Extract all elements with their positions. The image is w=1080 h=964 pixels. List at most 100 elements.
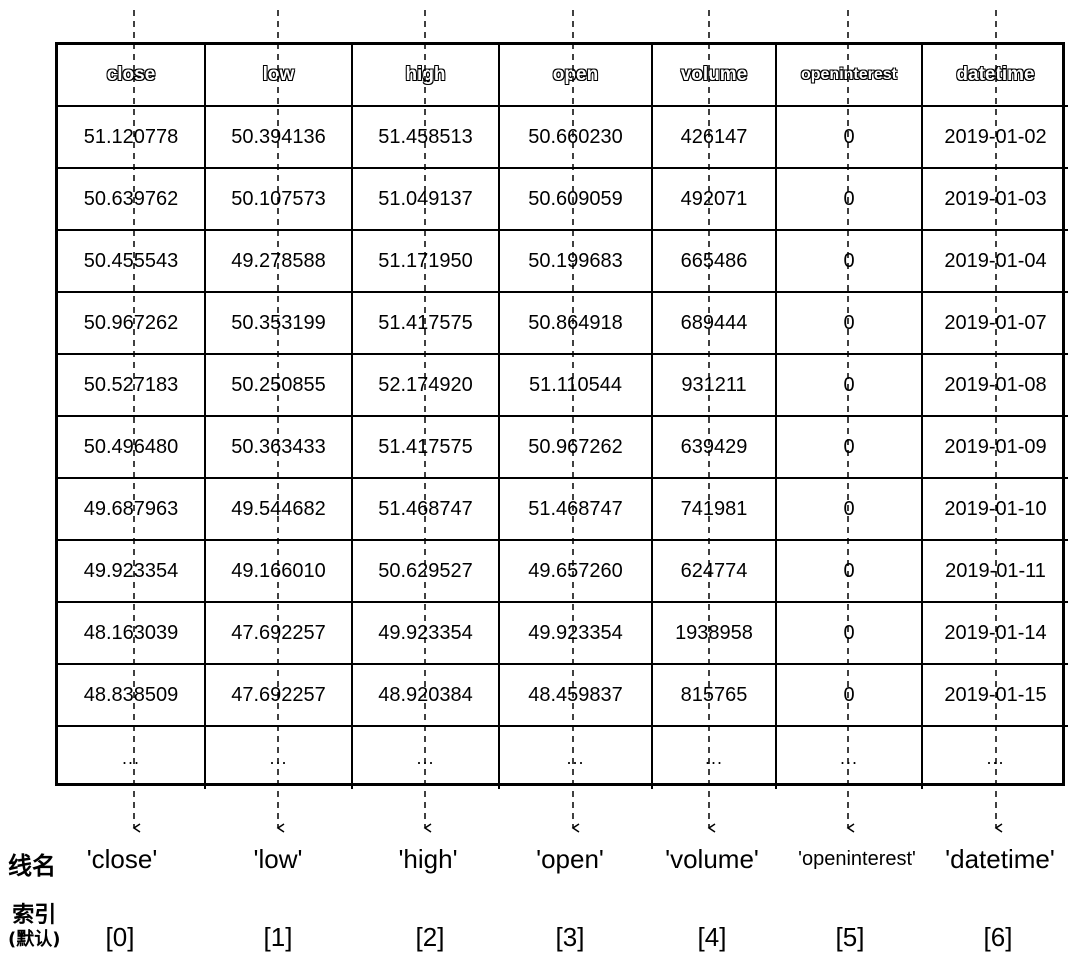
index-row-label-main: 索引 <box>12 903 57 928</box>
line-name-volume: 'volume' <box>665 844 759 874</box>
ellipsis-cell: ... <box>500 727 653 789</box>
index-5: [5] <box>835 922 865 952</box>
table-cell: 0 <box>777 355 923 417</box>
line-name-open: 'open' <box>536 844 604 874</box>
index-row-label-sub: (默认) <box>8 929 61 950</box>
header-volume: volume <box>653 45 777 107</box>
table-cell: 0 <box>777 479 923 541</box>
table-cell: 2019-01-11 <box>923 541 1068 603</box>
table-cell: 50.639762 <box>58 169 206 231</box>
line-name-high: 'high' <box>398 844 458 874</box>
ellipsis-cell: ... <box>986 747 1005 768</box>
ellipsis-cell: ... <box>653 727 777 789</box>
table-cell: 50.660230 <box>500 107 653 169</box>
table-cell: 51.110544 <box>500 355 653 417</box>
line-labels: 线名 索引 (默认) 'close' 'low' 'high' 'open' '… <box>0 838 1080 964</box>
table-cell: 0 <box>777 293 923 355</box>
data-table: close low high open volume openinterest … <box>55 42 1068 789</box>
table-cell: 50.864918 <box>500 293 653 355</box>
table-cell: 2019-01-09 <box>923 417 1068 479</box>
table-cell: 50.107573 <box>206 169 353 231</box>
table-cell: 665486 <box>653 231 777 293</box>
table-cell: 52.174920 <box>353 355 500 417</box>
index-2: [2] <box>415 922 445 952</box>
table-cell: 815765 <box>653 665 777 727</box>
line-name-datetime: 'datetime' <box>945 844 1055 874</box>
table-cell: 426147 <box>653 107 777 169</box>
table-cell: 50.394136 <box>206 107 353 169</box>
table-cell: 50.609059 <box>500 169 653 231</box>
table-cell: 50.363433 <box>206 417 353 479</box>
table-cell: 2019-01-14 <box>923 603 1068 665</box>
table-cell: 51.468747 <box>500 479 653 541</box>
table-cell: 2019-01-02 <box>923 107 1068 169</box>
table-cell: 47.692257 <box>206 603 353 665</box>
table-cell: 50.353199 <box>206 293 353 355</box>
table-cell: 49.923354 <box>353 603 500 665</box>
table-cell: 49.687963 <box>58 479 206 541</box>
index-row-label: 索引 (默认) <box>8 904 60 952</box>
ellipsis-cell: ... <box>353 727 500 789</box>
table-cell: 931211 <box>653 355 777 417</box>
table-cell: 49.166010 <box>206 541 353 603</box>
line-name-low: 'low' <box>253 844 303 874</box>
ellipsis-cell: ... <box>58 727 206 789</box>
table-cell: 0 <box>777 541 923 603</box>
table-cell: 50.967262 <box>500 417 653 479</box>
table-cell: 49.923354 <box>500 603 653 665</box>
table-cell: 47.692257 <box>206 665 353 727</box>
table-cell: 0 <box>777 417 923 479</box>
table-cell: 689444 <box>653 293 777 355</box>
table-cell: 48.838509 <box>58 665 206 727</box>
table-cell: 50.629527 <box>353 541 500 603</box>
index-4: [4] <box>697 922 727 952</box>
ellipsis-cell: ... <box>777 727 923 789</box>
table-cell: 0 <box>777 107 923 169</box>
line-name-close: 'close' <box>86 844 158 874</box>
table-cell: 2019-01-03 <box>923 169 1068 231</box>
table-cell: 741981 <box>653 479 777 541</box>
table-cell: 2019-01-10 <box>923 479 1068 541</box>
table-cell: 49.657260 <box>500 541 653 603</box>
table-cell: 492071 <box>653 169 777 231</box>
table-cell: 50.967262 <box>58 293 206 355</box>
table-cell: 48.459837 <box>500 665 653 727</box>
table-cell: 639429 <box>653 417 777 479</box>
table-cell: 51.120778 <box>58 107 206 169</box>
line-name-openinterest: 'openinterest' <box>798 848 916 870</box>
table-cell: 50.496480 <box>58 417 206 479</box>
header-open: open <box>500 45 653 107</box>
table-cell: 48.163039 <box>58 603 206 665</box>
table-cell: 50.455543 <box>58 231 206 293</box>
header-datetime: datetime <box>923 45 1068 107</box>
table-cell: 49.278588 <box>206 231 353 293</box>
table-cell: 2019-01-04 <box>923 231 1068 293</box>
table-cell: 0 <box>777 603 923 665</box>
table-cell: 50.527183 <box>58 355 206 417</box>
line-name-row-label: 线名 <box>8 852 56 880</box>
table-cell: 50.199683 <box>500 231 653 293</box>
table-cell: 51.468747 <box>353 479 500 541</box>
index-6: [6] <box>983 922 1013 952</box>
table-cell: 0 <box>777 665 923 727</box>
table-cell: 0 <box>777 169 923 231</box>
index-0: [0] <box>105 922 135 952</box>
table-cell: 51.417575 <box>353 293 500 355</box>
table-cell: 1938958 <box>653 603 777 665</box>
index-1: [1] <box>263 922 293 952</box>
index-3: [3] <box>555 922 585 952</box>
header-close: close <box>58 45 206 107</box>
table-cell: 2019-01-07 <box>923 293 1068 355</box>
table-cell: 624774 <box>653 541 777 603</box>
header-low: low <box>206 45 353 107</box>
table-cell: 50.250855 <box>206 355 353 417</box>
table-cell: 51.458513 <box>353 107 500 169</box>
table-cell: 0 <box>777 231 923 293</box>
table-cell: 51.049137 <box>353 169 500 231</box>
table-cell: 2019-01-15 <box>923 665 1068 727</box>
table-cell: 2019-01-08 <box>923 355 1068 417</box>
table-cell: 51.417575 <box>353 417 500 479</box>
table-cell: 49.544682 <box>206 479 353 541</box>
ellipsis-cell: ... <box>206 727 353 789</box>
header-high: high <box>353 45 500 107</box>
